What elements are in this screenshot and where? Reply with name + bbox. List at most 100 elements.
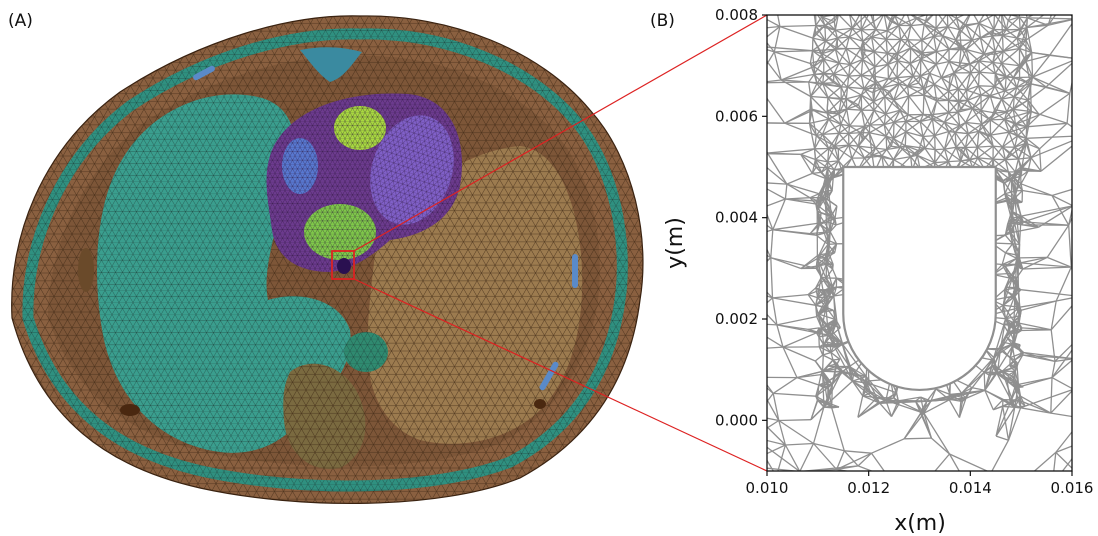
mesh-edge — [875, 29, 887, 40]
mesh-edge — [893, 95, 909, 101]
mesh-edge — [977, 157, 995, 168]
mesh-edge — [1016, 86, 1029, 101]
mesh-edge — [779, 25, 814, 39]
mesh-edge — [833, 160, 840, 170]
mesh-edge — [815, 395, 825, 408]
mesh-edge — [983, 53, 994, 63]
mesh-edge — [1005, 318, 1014, 324]
mesh-edge — [813, 66, 825, 74]
mesh-edge — [1022, 256, 1048, 270]
mesh-edge — [871, 148, 887, 156]
mesh-edge — [961, 357, 995, 394]
mesh-edge — [892, 121, 907, 139]
mesh-edge — [1026, 18, 1072, 29]
mesh-edge — [847, 74, 862, 88]
y-tick-label: 0.008 — [715, 6, 758, 24]
mesh-edge — [828, 132, 840, 149]
mesh-edge — [860, 21, 875, 31]
mesh-edge — [846, 94, 862, 110]
mesh-edge — [873, 38, 887, 53]
mesh-edge — [848, 144, 865, 159]
mesh-edge — [992, 29, 1007, 37]
mesh-edge — [1007, 19, 1021, 31]
mesh-edge — [808, 108, 812, 124]
mesh-edge — [873, 87, 883, 102]
mesh-edge — [885, 24, 900, 40]
mesh-edge — [910, 39, 923, 49]
mesh-edge — [817, 306, 827, 315]
mesh-edge — [1003, 47, 1020, 52]
mesh-edge — [1083, 418, 1086, 440]
mesh-edge — [936, 11, 947, 13]
mesh-edge — [848, 28, 853, 38]
mesh-edge — [823, 72, 842, 88]
mesh-edge — [1022, 189, 1053, 197]
mesh-edge — [977, 145, 994, 159]
mesh-edge — [965, 37, 981, 51]
mesh-edge — [846, 108, 862, 111]
mesh-edge — [991, 473, 1019, 485]
mesh-edge — [755, 46, 756, 83]
mesh-edge — [872, 75, 889, 80]
mesh-edge — [990, 111, 1008, 121]
mesh-edge — [967, 133, 978, 148]
mesh-edge — [833, 73, 849, 77]
mesh-edge — [813, 74, 818, 84]
mesh-edge — [896, 60, 899, 78]
mesh-edge — [1001, 98, 1014, 110]
mesh-edge — [943, 148, 949, 162]
mesh-edge — [812, 172, 827, 180]
mesh-edge — [893, 155, 911, 161]
mesh-edge — [933, 28, 937, 37]
mesh-edge — [839, 62, 851, 66]
mesh-edge — [909, 52, 923, 64]
mesh-edge — [786, 183, 811, 199]
mesh-edge — [920, 118, 933, 123]
y-tick-label: 0.004 — [715, 209, 758, 227]
mesh-edge — [773, 51, 782, 81]
x-tick-label: 0.014 — [949, 479, 992, 497]
mesh-edge — [782, 346, 816, 362]
mesh-edge — [1055, 266, 1072, 302]
mesh-edge — [838, 144, 850, 162]
mesh-edge — [767, 446, 801, 471]
mesh-edge — [907, 39, 912, 49]
mesh-edge — [821, 167, 829, 173]
mesh-edge — [881, 77, 898, 89]
mesh-edge — [886, 15, 896, 17]
mesh-edge — [1074, 331, 1087, 390]
mesh-edge — [873, 96, 886, 111]
mesh-edge — [886, 149, 895, 160]
mesh-edge — [857, 402, 881, 418]
mesh-edge — [917, 154, 936, 164]
mesh-edge — [893, 137, 906, 147]
mesh-edge — [1016, 37, 1033, 53]
mesh-edge — [968, 130, 980, 135]
mesh-edge — [893, 85, 909, 101]
mesh-edge — [958, 398, 967, 418]
mesh-edge — [910, 58, 922, 65]
mesh-edge — [857, 395, 864, 418]
mesh-edge — [984, 349, 1001, 391]
mesh-edge — [1004, 76, 1007, 91]
mesh-edge — [955, 39, 967, 50]
mesh-edge — [813, 58, 825, 75]
mesh-edge — [1004, 142, 1027, 161]
mesh-edge — [835, 27, 853, 31]
mesh-edge — [819, 217, 836, 225]
mesh-edge — [837, 27, 853, 39]
mesh-edge — [936, 100, 950, 114]
mesh-edge — [812, 25, 817, 39]
mesh-edge — [875, 147, 887, 151]
mesh-edge — [817, 296, 828, 299]
mesh-edge — [938, 15, 949, 28]
mesh-edge — [823, 380, 853, 408]
mesh-edge — [934, 135, 946, 150]
panel-b: (B) 0.010 0.012 0.014 0.016 0.000 0.002 0.004… — [650, 6, 1093, 536]
mesh-edge — [965, 389, 986, 399]
mesh-edge — [992, 51, 996, 63]
mesh-edge — [866, 382, 897, 394]
mesh-edge — [1073, 185, 1087, 206]
mesh-edge — [821, 40, 827, 54]
mesh-edge — [849, 125, 861, 134]
